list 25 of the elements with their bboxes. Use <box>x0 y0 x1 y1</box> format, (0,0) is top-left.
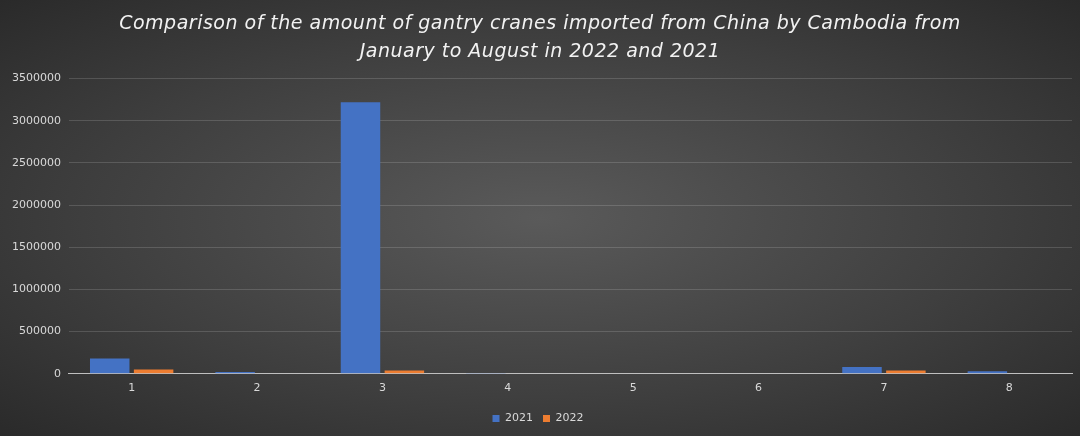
y-tick-label: 2000000 <box>11 197 61 211</box>
x-tick-label: 7 <box>880 381 888 395</box>
x-tick-label: 6 <box>755 381 763 395</box>
x-tick-label: 5 <box>629 381 637 395</box>
y-tick-label: 0 <box>53 366 61 380</box>
bar <box>886 370 926 374</box>
x-tick-label: 3 <box>378 381 386 395</box>
y-tick-label: 500000 <box>18 324 61 338</box>
y-tick-label: 1500000 <box>11 240 61 254</box>
y-tick-label: 3500000 <box>11 71 61 85</box>
legend-label: 2021 <box>505 411 534 425</box>
bar <box>967 371 1008 374</box>
legend-label: 2022 <box>555 411 584 425</box>
x-tick-label: 8 <box>1005 381 1013 395</box>
bar <box>340 102 381 374</box>
bar <box>842 367 882 374</box>
y-tick-label: 1000000 <box>11 282 61 296</box>
chart-title: Comparison of the amount of gantry cranes imported from China by Cambodia from January to August in 2022 and 2021 <box>118 10 962 63</box>
x-tick-label: 2 <box>253 381 261 395</box>
y-tick-label: 3000000 <box>11 113 61 127</box>
x-tick-label: 4 <box>504 381 512 395</box>
bar <box>384 370 425 374</box>
x-tick-label: 1 <box>128 381 136 395</box>
bar <box>89 358 130 374</box>
y-tick-label: 2500000 <box>11 155 61 169</box>
